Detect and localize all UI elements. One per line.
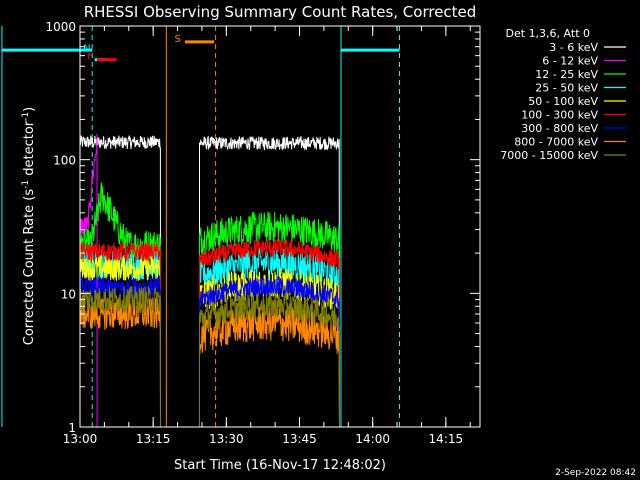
series-segment-5-0 [79, 241, 161, 428]
legend-label-3: 25 - 50 keV [535, 82, 598, 95]
legend-label-0: 3 - 6 keV [549, 41, 598, 54]
y-axis-label-end: ) [22, 107, 37, 112]
legend-label-2: 12 - 25 keV [535, 68, 598, 81]
series-100-300-kev [79, 238, 340, 428]
footer-timestamp: 2-Sep-2022 08:42 [555, 468, 636, 478]
x-tick-label-0: 13:00 [63, 432, 98, 446]
tick-group: 1 10 100 1000 13:00 13:15 13:30 13:45 14:00 14:15 [45, 20, 480, 446]
x-tick-label-3: 13:45 [282, 432, 317, 446]
x-axis-label: Start Time (16-Nov-17 12:48:02) [174, 458, 386, 473]
y-tick-label-2: 100 [53, 154, 76, 168]
legend-label-1: 6 - 12 keV [542, 55, 598, 68]
legend-label-6: 300 - 800 keV [521, 122, 598, 135]
x-tick-label-5: 14:15 [429, 432, 464, 446]
legend-label-8: 7000 - 15000 keV [500, 149, 598, 162]
axes-frame [79, 25, 481, 428]
legend-header: Det 1,3,6, Att 0 [506, 27, 590, 40]
series-7000-15000-kev [79, 286, 340, 428]
x-tick-label-1: 13:15 [136, 432, 171, 446]
y-tick-label-0: 1 [68, 421, 76, 435]
legend-label-7: 800 - 7000 keV [514, 136, 598, 149]
chart-title: RHESSI Observing Summary Count Rates, Co… [84, 3, 477, 21]
plot-area: NF S [1, 26, 401, 428]
series-segment-1-0 [79, 133, 98, 428]
y-tick-label-1: 10 [61, 287, 76, 301]
y-tick-label-3: 1000 [45, 20, 76, 34]
x-tick-label-2: 13:30 [209, 432, 244, 446]
series-segment-8-0 [79, 286, 161, 428]
series-segment-4-0 [79, 254, 161, 428]
series-segment-0-1 [199, 135, 340, 428]
legend-label-4: 50 - 100 keV [528, 95, 598, 108]
flag-label-n: N [83, 44, 90, 55]
series-segment-0-0 [79, 134, 161, 428]
series-segment-2-1 [199, 211, 340, 428]
flag-label-s: S [175, 34, 181, 45]
series-3-6-kev [79, 134, 340, 428]
y-axis-label-sup2: -1 [21, 112, 31, 121]
flag-label-f: F [87, 52, 93, 63]
y-axis-label-sup1: -1 [21, 180, 31, 189]
y-axis-label-main: Corrected Count Rate (s [22, 189, 37, 346]
y-axis-label-mid: detector [22, 120, 37, 180]
series-6-12-kev [79, 133, 98, 428]
series-segment-7-1 [199, 304, 340, 428]
series-segment-8-1 [199, 292, 340, 428]
x-tick-label-4: 14:00 [355, 432, 390, 446]
axes [79, 25, 481, 428]
legend-label-5: 100 - 300 keV [521, 109, 598, 122]
y-axis-label: Corrected Count Rate (s-1 detector-1) [21, 107, 37, 345]
series-segment-6-0 [79, 277, 161, 428]
series-segment-5-1 [199, 238, 340, 428]
